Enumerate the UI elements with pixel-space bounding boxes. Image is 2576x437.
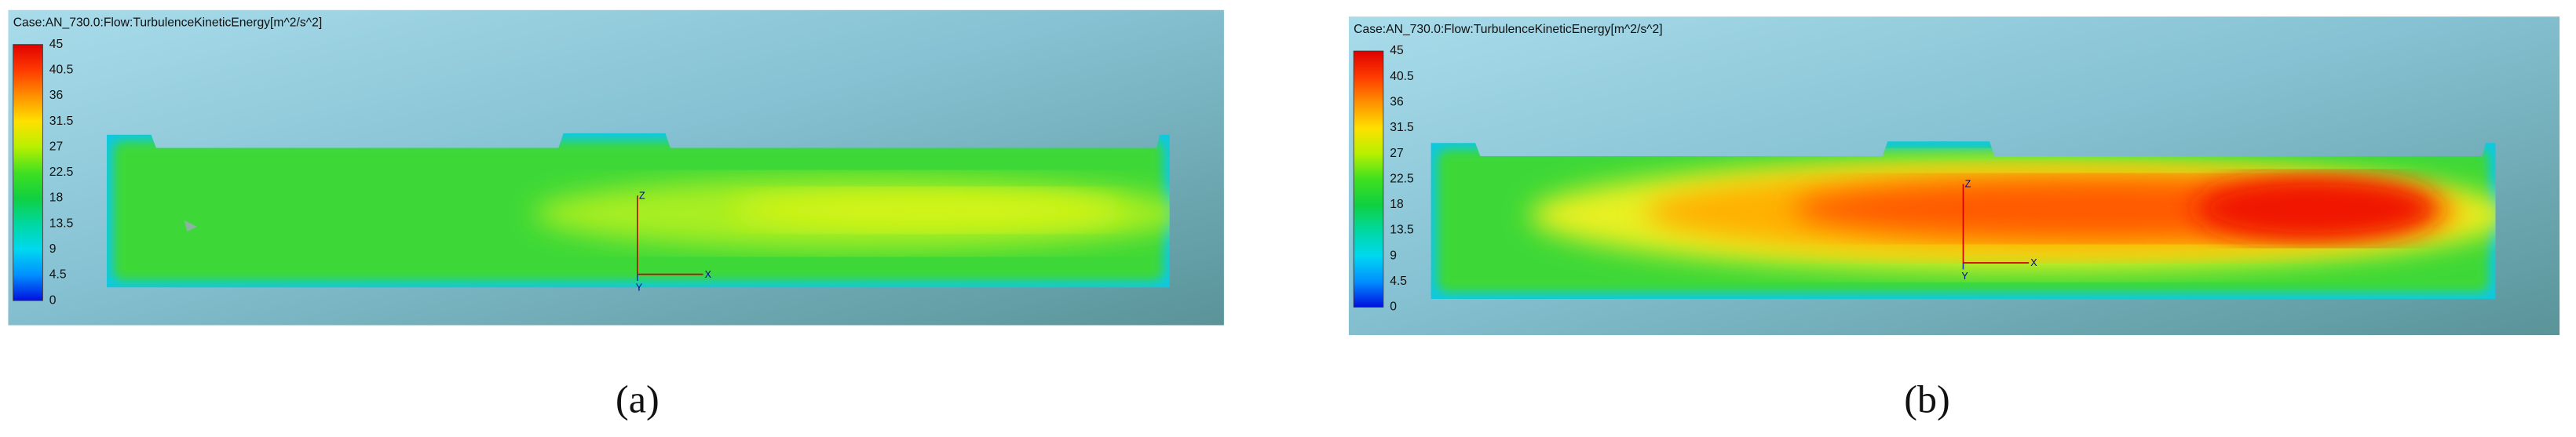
colorbar-label: 9 — [49, 242, 57, 256]
field — [107, 133, 1170, 288]
axis-x-label: X — [2030, 257, 2037, 268]
panel: Case:AN_730.0:Flow:TurbulenceKineticEner… — [8, 9, 1224, 326]
colorbar-label: 45 — [1390, 44, 1404, 57]
axis-z-label: Z — [639, 190, 645, 201]
colorbar-label: 13.5 — [1390, 224, 1414, 237]
field — [1431, 141, 2496, 300]
field-marker — [184, 220, 198, 232]
colorbar-label: 31.5 — [1390, 121, 1414, 134]
colorbar — [1353, 50, 1384, 308]
colorbar-label: 0 — [1390, 300, 1397, 314]
colorbar-label: 27 — [49, 140, 63, 153]
colorbar-label: 40.5 — [1390, 70, 1414, 83]
axis-y-label: Y — [1961, 271, 1968, 282]
axis-x-label: X — [705, 269, 712, 280]
colorbar-label: 40.5 — [49, 63, 74, 76]
caption: (a) — [616, 377, 660, 421]
panel-header: Case:AN_730.0:Flow:TurbulenceKineticEner… — [13, 16, 322, 30]
colorbar — [13, 44, 43, 301]
colorbar-label: 18 — [1390, 198, 1404, 211]
colorbar-label: 36 — [1390, 95, 1404, 108]
panel-header: Case:AN_730.0:Flow:TurbulenceKineticEner… — [1354, 23, 1662, 36]
colorbar-label: 22.5 — [49, 166, 74, 179]
axis-z-label: Z — [1965, 179, 1971, 190]
field-zone — [731, 190, 1126, 231]
axis-y-label: Y — [636, 282, 643, 293]
colorbar-label: 18 — [49, 191, 64, 205]
colorbar-label: 9 — [1390, 249, 1397, 262]
field-zone — [2194, 176, 2442, 242]
colorbar-label: 27 — [1390, 147, 1403, 160]
colorbar-label: 31.5 — [49, 115, 74, 128]
caption: (b) — [1904, 377, 1950, 421]
colorbar-label: 22.5 — [1390, 172, 1414, 185]
colorbar-label: 36 — [49, 89, 64, 102]
panel: Case:AN_730.0:Flow:TurbulenceKineticEner… — [1348, 16, 2560, 336]
colorbar-label: 13.5 — [49, 217, 74, 230]
colorbar-label: 4.5 — [49, 268, 67, 282]
colorbar-label: 0 — [49, 293, 57, 307]
colorbar-label: 45 — [49, 38, 64, 51]
colorbar-label: 4.5 — [1390, 275, 1407, 288]
